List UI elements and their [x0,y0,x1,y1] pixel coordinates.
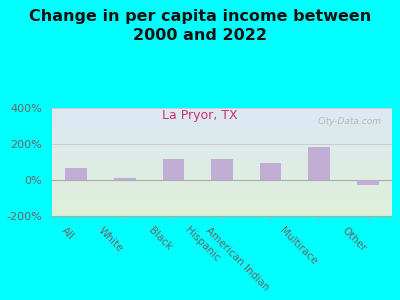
Bar [260,163,282,180]
Bar [162,159,184,180]
Bar [114,178,136,180]
Text: Change in per capita income between
2000 and 2022: Change in per capita income between 2000… [29,9,371,43]
Text: La Pryor, TX: La Pryor, TX [162,110,238,122]
Bar [65,168,87,180]
Bar [357,180,379,185]
Bar [308,147,330,180]
Text: City-Data.com: City-Data.com [318,117,382,126]
Bar [211,159,233,180]
